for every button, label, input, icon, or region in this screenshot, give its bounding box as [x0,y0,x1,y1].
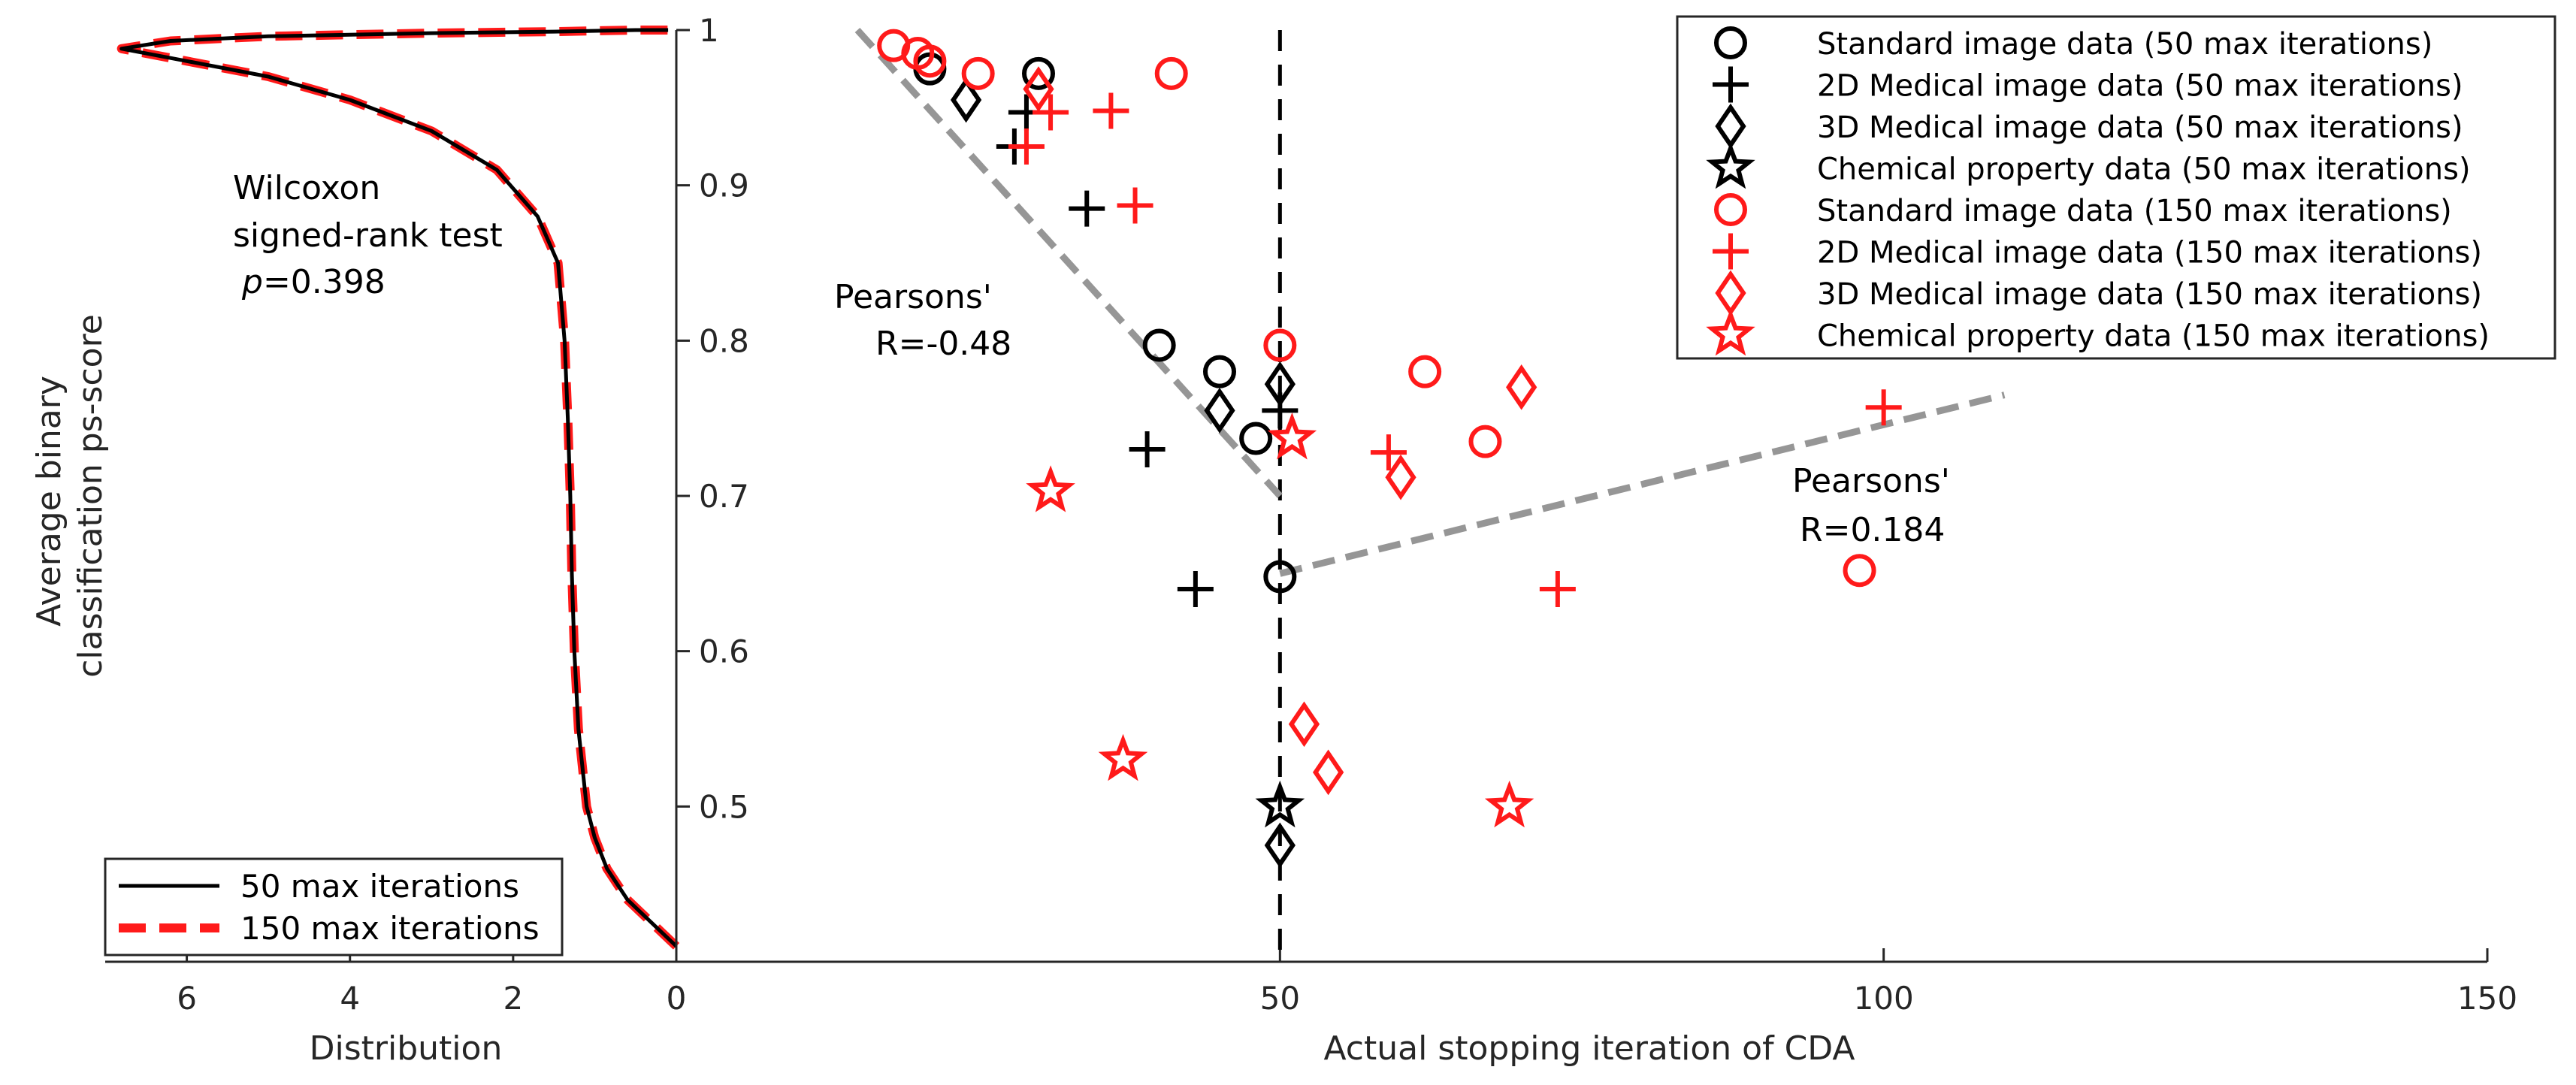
legend-label: 2D Medical image data (50 max iterations… [1817,69,2463,104]
y-tick-label: 0.5 [699,788,749,825]
red-star-point [1267,413,1317,460]
pearson-label-negative: Pearsons' R=-0.48 [834,278,1011,363]
red-circle-point [913,44,947,78]
scatter-x-tick-label: 50 [1260,980,1300,1017]
scatter-x-axis-label: Actual stopping iteration of CDA [1323,1029,1855,1068]
black-circle-point [1022,56,1055,90]
y-ticks: 1 0.9 0.8 0.7 0.6 0.5 [676,12,749,825]
y-tick-label: 0.7 [699,478,749,515]
wilcoxon-p-value: p=0.398 [241,263,385,301]
y-tick-label: 0.6 [699,633,749,670]
distribution-curves [116,26,680,950]
red-star-point [1484,780,1534,828]
black-star-point [1255,780,1305,828]
distribution-x-axis-label: Distribution [310,1029,503,1068]
black-plus-point [1129,431,1166,467]
scatter-legend-box [1676,15,2556,360]
legend-marker-star [1706,309,1755,356]
black-diamond-point [1264,361,1296,407]
curve-50-max-iterations [119,28,678,948]
red-star-point [1026,465,1075,512]
red-plus-point [1008,128,1045,165]
legend-label: Standard image data (50 max iterations) [1817,27,2432,62]
red-circle-point [1843,554,1876,588]
black-plus-point [1262,392,1299,429]
y-axis-label-line-1: Average binary [30,376,68,627]
red-diamond-point [1385,454,1416,500]
scatter-markers [877,29,1902,869]
distribution-legend-box [104,857,564,957]
legend-marker-circle [1714,193,1747,226]
black-circle-point [1142,328,1176,362]
legend-marker-star [1706,142,1755,189]
distribution-x-tick-label: 0 [667,980,687,1017]
y-tick-label: 0.8 [699,322,749,359]
y-axis: 1 0.9 0.8 0.7 0.6 0.5 [675,12,749,962]
scatter-x-tick-label: 100 [1854,980,1914,1017]
red-plus-point [1117,187,1153,224]
red-circle-point [1154,56,1188,90]
red-circle-point [1408,355,1442,388]
wilcoxon-annotation: Wilcoxon signed-rank test p=0.398 [233,169,503,301]
red-plus-point [1865,389,1902,426]
pearson-positive-line-1: Pearsons' [1792,462,1950,500]
scatter-x-tick-label: 0 [667,980,687,1017]
red-plus-point [1033,94,1069,131]
legend-label: 2D Medical image data (150 max iteration… [1817,236,2482,270]
black-plus-point [1069,190,1105,227]
pearson-negative-line-2: R=-0.48 [875,325,1011,363]
y-tick-label: 0.9 [699,168,749,204]
legend-label-150: 150 max iterations [240,910,540,947]
red-star-point [1098,733,1148,781]
pearson-negative-line-1: Pearsons' [834,278,992,316]
legend-label: Chemical property data (150 max iteratio… [1817,319,2490,354]
legend-marker-plus [1713,66,1749,103]
scatter-x-ticks: 0 50 100 150 [667,948,2517,1017]
black-circle-point [1203,355,1236,388]
distribution-legend: 50 max iterations 150 max iterations [104,857,564,957]
wilcoxon-line-2: signed-rank test [233,216,503,255]
scatter-panel: 0 50 100 150 Actual stopping iteration of C… [667,15,2556,1068]
distribution-x-tick-label: 4 [340,980,360,1017]
red-circle-point [1468,425,1502,458]
wilcoxon-line-1: Wilcoxon [233,169,380,207]
red-plus-point [1539,571,1576,607]
red-circle-point [1263,328,1297,362]
black-plus-point [1177,571,1214,607]
black-circle-point [1239,422,1273,455]
legend-marker-plus [1713,233,1749,270]
red-plus-point [1093,92,1129,129]
scatter-x-tick-label: 150 [2457,980,2517,1017]
distribution-x-ticks: 6 4 2 0 [177,948,686,1017]
scatter-legend-items: Standard image data (50 max iterations) 2… [1706,26,2490,356]
pearson-positive-line-2: R=0.184 [1800,511,1945,549]
black-circle-point [1263,560,1297,594]
distribution-panel: 6 4 2 0 Distribution Average binary classif… [30,26,686,1068]
pearson-label-positive: Pearsons' R=0.184 [1792,462,1950,549]
legend-marker-circle [1714,26,1747,59]
red-diamond-point [1312,749,1344,796]
black-diamond-point [1204,387,1235,434]
y-tick-label: 1 [699,12,719,49]
wilcoxon-p-symbol: p [241,263,263,301]
scatter-legend: Standard image data (50 max iterations) 2… [1676,15,2556,360]
red-circle-point [961,56,995,90]
legend-label: 3D Medical image data (150 max iteration… [1817,277,2482,312]
y-axis-label: Average binary classification ps-score [30,314,110,678]
wilcoxon-p-number: =0.398 [263,263,385,301]
legend-label-50: 50 max iterations [240,868,519,905]
distribution-x-tick-label: 2 [503,980,523,1017]
red-diamond-point [1506,364,1537,410]
y-axis-label-line-2: classification ps-score [71,314,110,678]
red-diamond-point [1288,701,1320,748]
legend-label: Standard image data (150 max iterations) [1817,194,2452,228]
legend-label: Chemical property data (50 max iteration… [1817,153,2471,187]
red-diamond-point [1023,66,1054,112]
legend-label: 3D Medical image data (50 max iterations… [1817,110,2463,145]
black-diamond-point [1264,822,1296,869]
red-plus-point [1370,434,1407,471]
black-diamond-point [950,77,982,123]
distribution-x-tick-label: 6 [177,980,197,1017]
